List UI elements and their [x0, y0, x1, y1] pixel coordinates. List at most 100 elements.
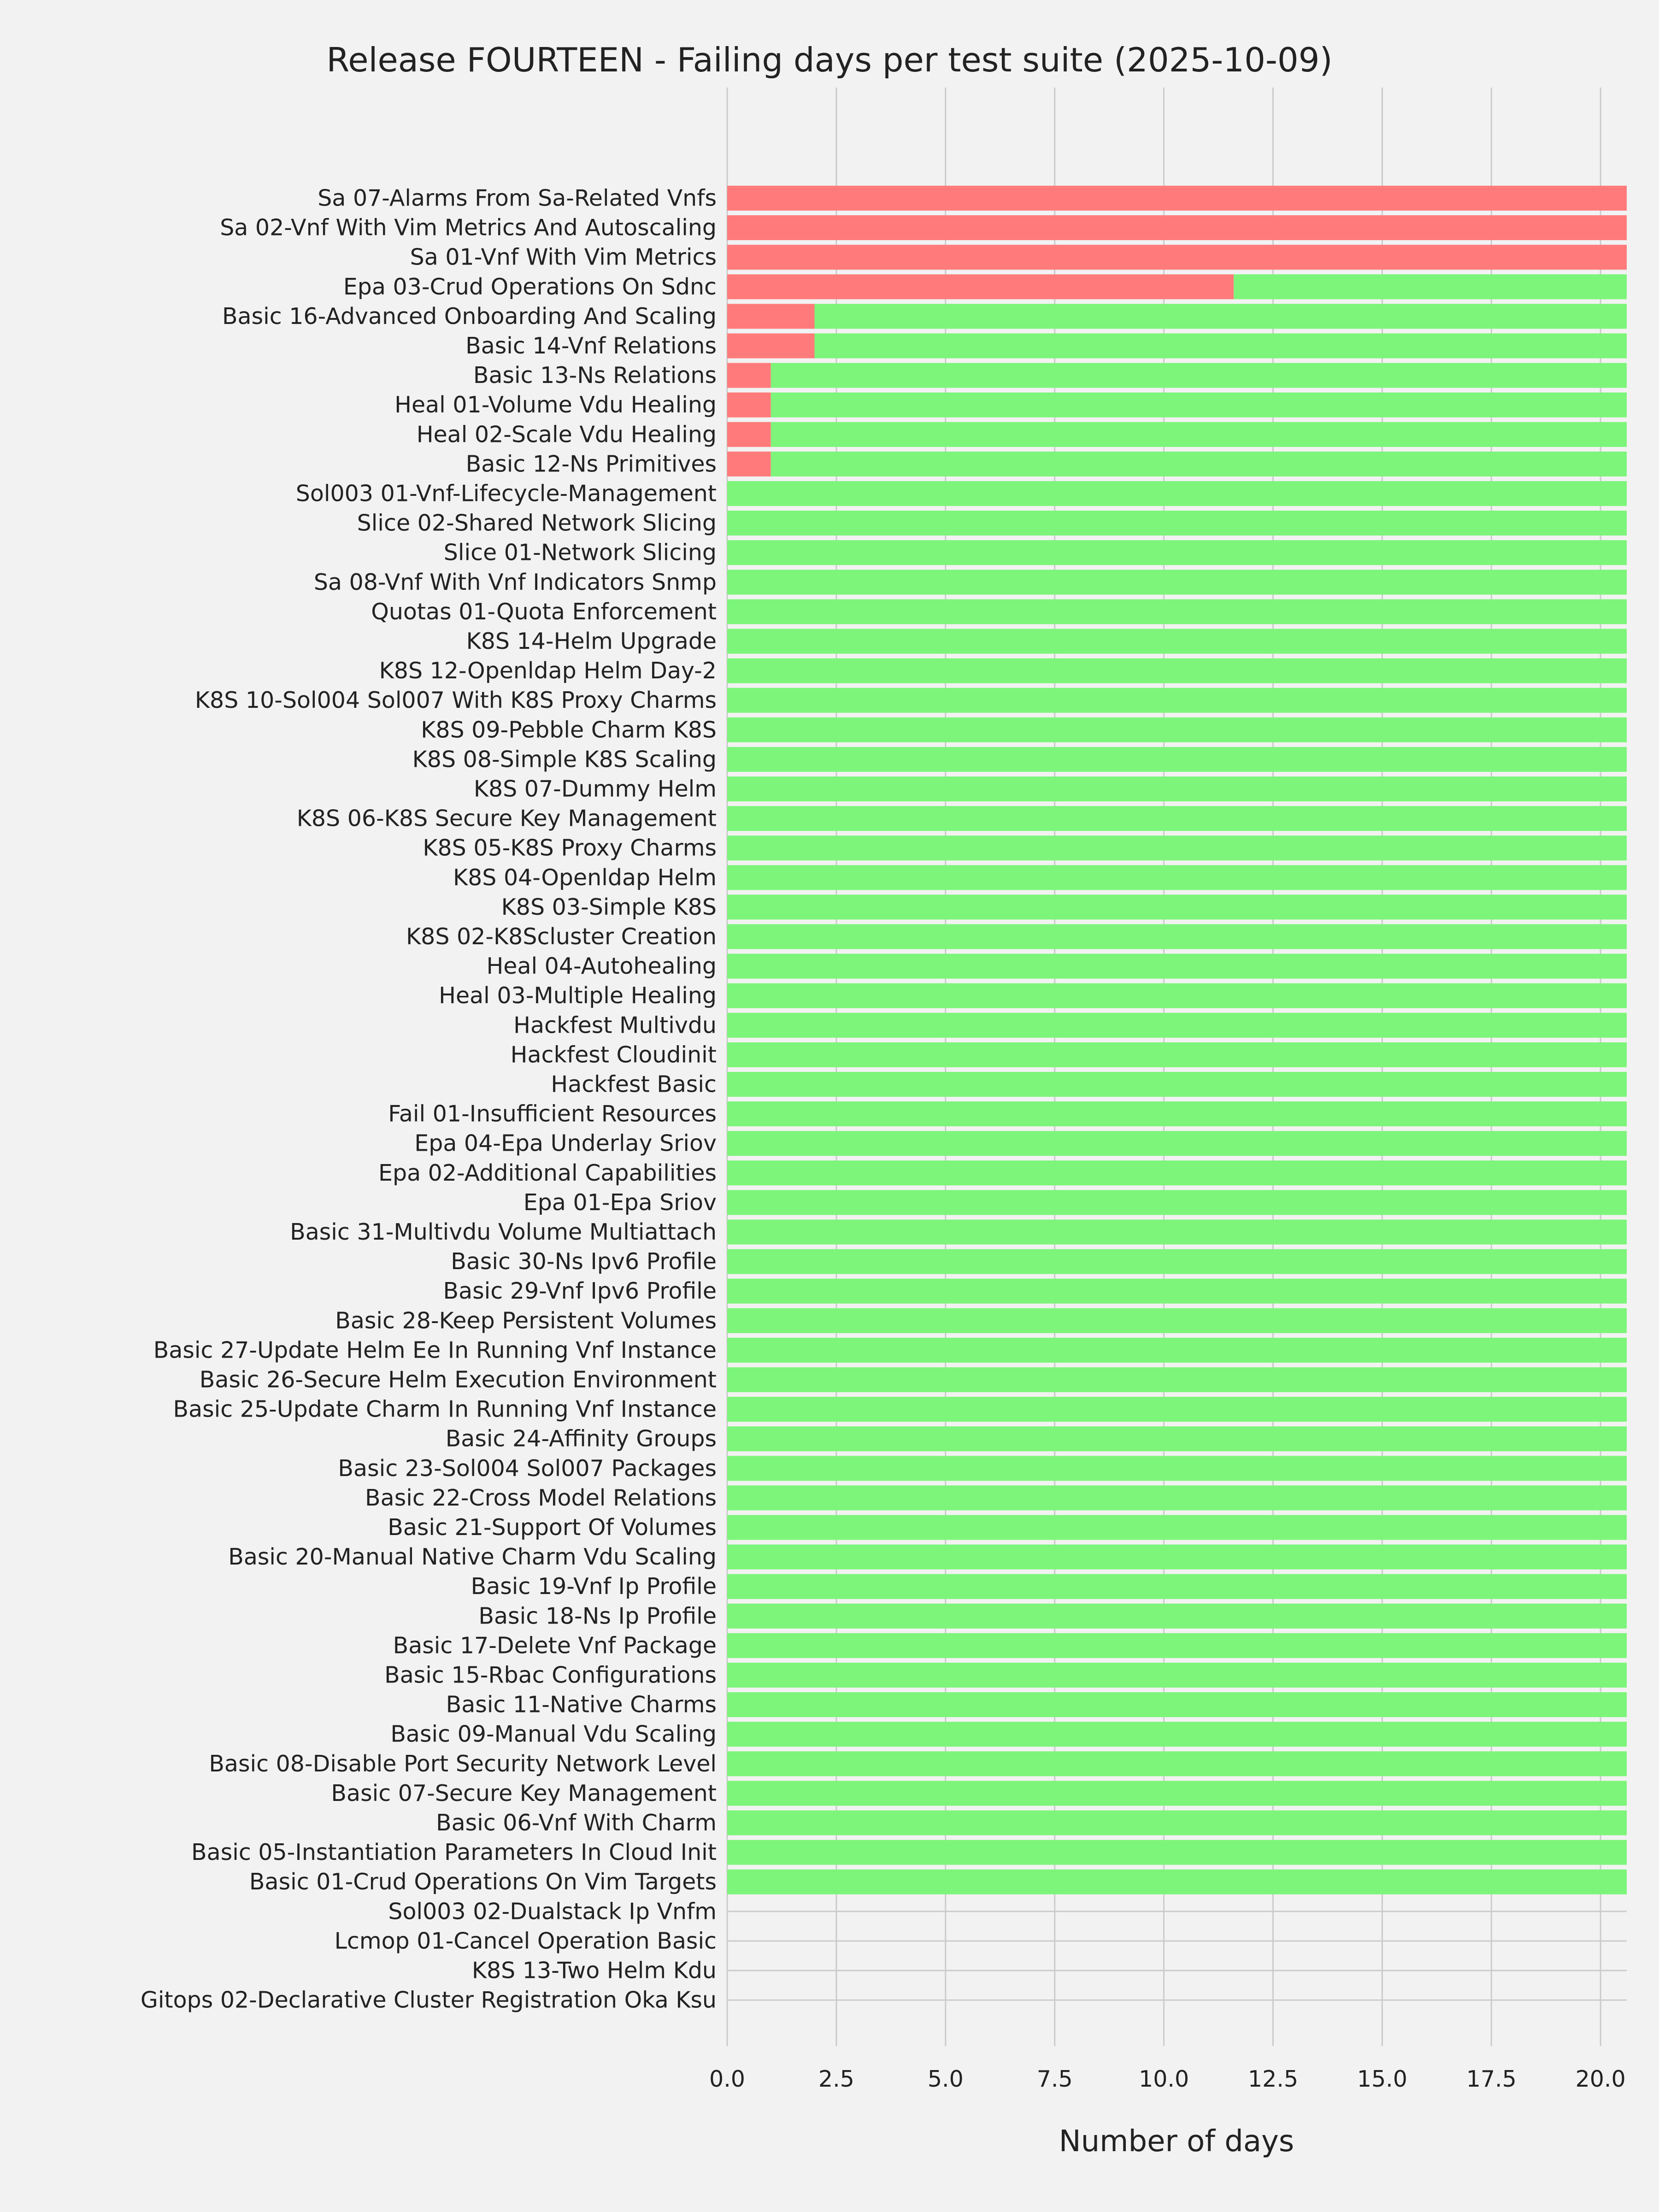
passing-bar: [727, 953, 1627, 979]
failing-bar: [727, 304, 815, 329]
passing-bar: [727, 894, 1627, 920]
category-label: Basic 12-Ns Primitives: [466, 451, 717, 477]
passing-bar: [727, 1397, 1627, 1422]
category-label: Basic 25-Update Charm In Running Vnf Ins…: [173, 1396, 717, 1423]
passing-bar: [727, 1367, 1627, 1392]
passing-bar: [727, 1042, 1627, 1067]
passing-bar: [727, 835, 1627, 861]
failing-bar: [727, 186, 1627, 211]
passing-bar: [727, 747, 1627, 772]
x-tick-label: 2.5: [818, 2066, 854, 2092]
category-label: Basic 11-Native Charms: [446, 1692, 717, 1718]
passing-bar: [727, 688, 1627, 713]
category-label: Basic 14-Vnf Relations: [465, 333, 717, 359]
passing-bar: [727, 865, 1627, 890]
category-label: Basic 18-Ns Ip Profile: [478, 1603, 717, 1629]
passing-bar: [727, 1692, 1627, 1718]
category-label: K8S 05-K8S Proxy Charms: [423, 835, 717, 861]
failing-bar: [727, 215, 1627, 241]
category-label: Epa 01-Epa Sriov: [524, 1189, 717, 1216]
category-label: Heal 04-Autohealing: [486, 953, 717, 979]
category-label: Sol003 02-Dualstack Ip Vnfm: [388, 1898, 717, 1924]
passing-bar: [727, 1544, 1627, 1570]
passing-bar: [771, 422, 1627, 447]
category-label: K8S 03-Simple K8S: [501, 894, 717, 920]
passing-bar: [727, 599, 1627, 624]
passing-bar: [727, 570, 1627, 595]
category-label: Basic 01-Crud Operations On Vim Targets: [249, 1869, 717, 1895]
passing-bar: [727, 1101, 1627, 1127]
passing-bar: [727, 1633, 1627, 1658]
passing-bar: [727, 1219, 1627, 1245]
passing-bar: [727, 717, 1627, 742]
passing-bar: [727, 1278, 1627, 1304]
category-label: Sol003 01-Vnf-Lifecycle-Management: [296, 481, 717, 507]
x-tick-label: 17.5: [1466, 2066, 1517, 2092]
category-label: Basic 28-Keep Persistent Volumes: [335, 1307, 717, 1334]
category-label: Gitops 02-Declarative Cluster Registrati…: [141, 1987, 717, 2013]
passing-bar: [727, 777, 1627, 801]
passing-bar: [727, 1456, 1627, 1481]
failing-bar: [727, 451, 771, 477]
category-label: Basic 26-Secure Helm Execution Environme…: [200, 1367, 717, 1393]
category-label: Sa 07-Alarms From Sa-Related Vnfs: [318, 185, 717, 212]
category-label: Heal 02-Scale Vdu Healing: [417, 421, 717, 447]
category-label: Basic 09-Manual Vdu Scaling: [390, 1721, 717, 1747]
category-label: Basic 21-Support Of Volumes: [388, 1514, 717, 1541]
passing-bar: [727, 1603, 1627, 1629]
category-label: K8S 10-Sol004 Sol007 With K8S Proxy Char…: [195, 687, 717, 713]
category-label: K8S 07-Dummy Helm: [474, 776, 717, 802]
category-label: Hackfest Multivdu: [513, 1012, 717, 1038]
x-tick-label: 10.0: [1139, 2066, 1189, 2092]
passing-bar: [727, 1810, 1627, 1835]
category-label: Basic 08-Disable Port Security Network L…: [209, 1751, 717, 1777]
passing-bar: [727, 1722, 1627, 1747]
category-label: K8S 06-K8S Secure Key Management: [297, 806, 717, 832]
passing-bar: [727, 1515, 1627, 1540]
category-label: Basic 30-Ns Ipv6 Profile: [451, 1248, 717, 1275]
category-label: K8S 14-Helm Upgrade: [466, 628, 717, 654]
failing-bar: [727, 392, 771, 418]
category-label: Slice 02-Shared Network Slicing: [357, 510, 717, 536]
category-label: Sa 01-Vnf With Vim Metrics: [410, 244, 717, 271]
passing-bar: [727, 481, 1627, 506]
category-label: K8S 12-Openldap Helm Day-2: [379, 658, 717, 684]
passing-bar: [771, 392, 1627, 418]
passing-bar: [727, 1751, 1627, 1777]
passing-bar: [727, 540, 1627, 565]
passing-bar: [727, 1249, 1627, 1274]
passing-bar: [727, 1426, 1627, 1452]
passing-bar: [814, 333, 1627, 359]
category-label: Basic 15-Rbac Configurations: [384, 1662, 717, 1688]
x-tick-label: 7.5: [1037, 2066, 1073, 2092]
category-label: Basic 16-Advanced Onboarding And Scaling: [222, 303, 717, 329]
category-label: Heal 03-Multiple Healing: [439, 982, 717, 1009]
passing-bar: [727, 806, 1627, 831]
passing-bar: [727, 1840, 1627, 1865]
x-tick-label: 0.0: [709, 2066, 745, 2092]
x-axis-label: Number of days: [1059, 2124, 1294, 2159]
category-label: Hackfest Basic: [551, 1071, 717, 1098]
category-label: Sa 02-Vnf With Vim Metrics And Autoscali…: [220, 215, 717, 241]
category-label: Basic 27-Update Helm Ee In Running Vnf I…: [153, 1337, 717, 1363]
passing-bar: [727, 1574, 1627, 1599]
passing-bar: [727, 924, 1627, 949]
category-label: Quotas 01-Quota Enforcement: [371, 599, 717, 625]
passing-bar: [727, 1160, 1627, 1186]
category-label: K8S 02-K8Scluster Creation: [406, 924, 717, 950]
category-label: Epa 03-Crud Operations On Sdnc: [343, 274, 717, 300]
bars: [727, 186, 1627, 1894]
passing-bar: [727, 1781, 1627, 1806]
x-tick-label: 20.0: [1576, 2066, 1626, 2092]
category-label: Basic 13-Ns Relations: [473, 362, 717, 388]
passing-bar: [727, 629, 1627, 654]
category-label: K8S 13-Two Helm Kdu: [472, 1958, 717, 1984]
passing-bar: [727, 1012, 1627, 1038]
category-label: K8S 09-Pebble Charm K8S: [421, 717, 717, 743]
category-label: Lcmop 01-Cancel Operation Basic: [335, 1928, 717, 1954]
category-label: Epa 02-Additional Capabilities: [378, 1160, 717, 1186]
category-label: Basic 19-Vnf Ip Profile: [471, 1573, 717, 1600]
x-tick-label: 5.0: [928, 2066, 964, 2092]
category-label: Heal 01-Volume Vdu Healing: [394, 392, 717, 418]
